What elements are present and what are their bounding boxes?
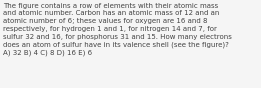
Text: The figure contains a row of elements with their atomic mass
and atomic number. : The figure contains a row of elements wi… (3, 3, 232, 56)
